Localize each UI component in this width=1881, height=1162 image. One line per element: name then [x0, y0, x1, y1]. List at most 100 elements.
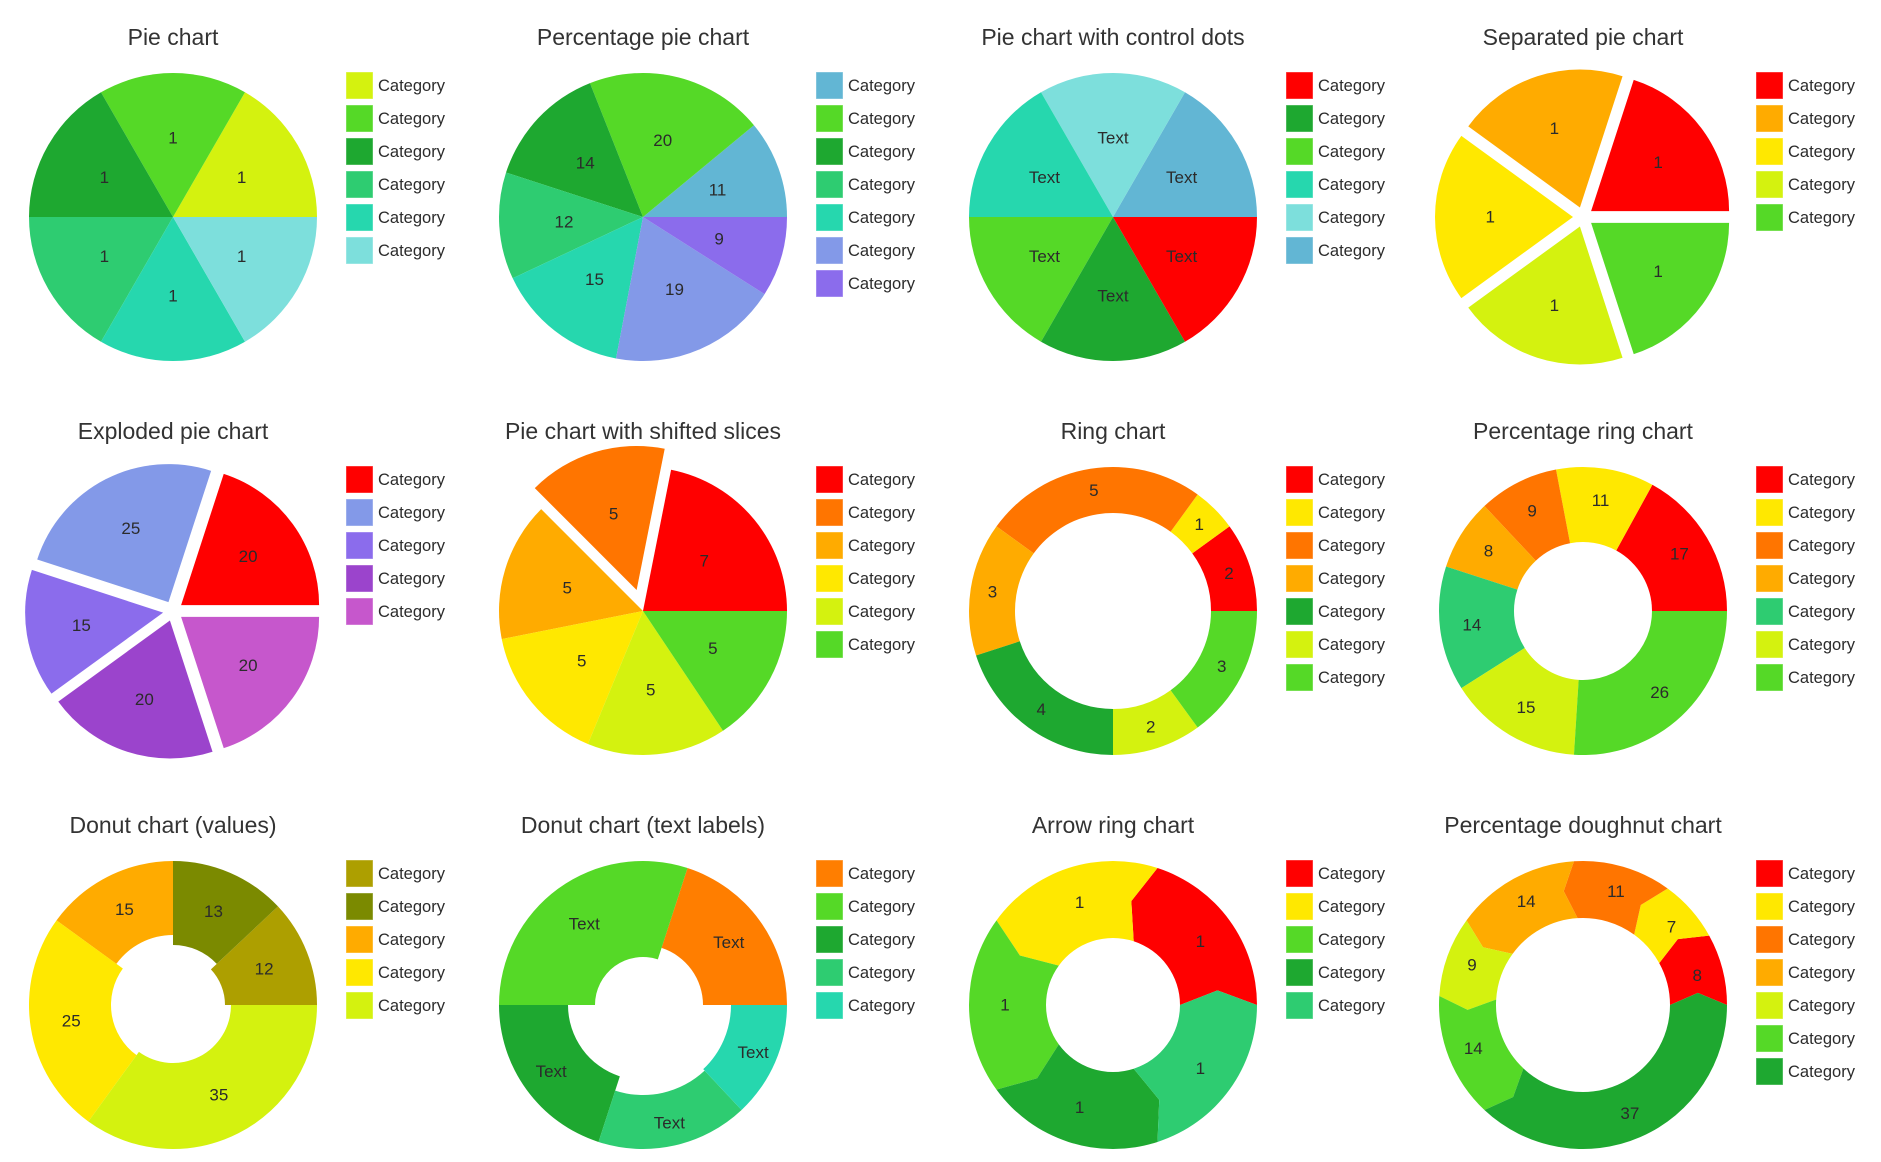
- slice[interactable]: [29, 920, 137, 1122]
- slice[interactable]: [173, 861, 278, 964]
- legend-label: Category: [848, 471, 916, 489]
- slice[interactable]: [498, 509, 643, 640]
- slice[interactable]: [1591, 222, 1730, 355]
- slice[interactable]: [1041, 217, 1185, 362]
- slice[interactable]: [1634, 888, 1710, 964]
- slice[interactable]: [56, 861, 173, 964]
- slice[interactable]: [969, 92, 1113, 217]
- slice-label: Text: [1097, 287, 1128, 306]
- slice[interactable]: [589, 72, 754, 217]
- slice[interactable]: [512, 217, 643, 359]
- slice[interactable]: [1446, 506, 1536, 590]
- legend-label: Category: [1788, 898, 1856, 916]
- legend-swatch: [345, 170, 374, 199]
- legend-label: Category: [1788, 931, 1856, 949]
- slice[interactable]: [1439, 995, 1524, 1110]
- slice[interactable]: [976, 641, 1113, 755]
- slice[interactable]: [181, 473, 320, 606]
- slice[interactable]: [969, 217, 1113, 342]
- slice[interactable]: [996, 861, 1158, 966]
- slice[interactable]: [703, 1005, 787, 1110]
- slice[interactable]: [643, 469, 787, 611]
- legend-swatch: [345, 597, 374, 626]
- legend-swatch: [1285, 104, 1314, 133]
- legend-label: Category: [848, 865, 916, 883]
- legend-swatch: [345, 203, 374, 232]
- slice[interactable]: [1468, 226, 1623, 365]
- slice[interactable]: [1113, 92, 1257, 217]
- slice[interactable]: [616, 217, 765, 361]
- slice[interactable]: [1466, 861, 1578, 954]
- slice[interactable]: [587, 611, 724, 756]
- slice[interactable]: [1439, 566, 1525, 689]
- slice[interactable]: [643, 611, 787, 731]
- slice[interactable]: [29, 92, 173, 217]
- slice[interactable]: [506, 83, 643, 217]
- legend-swatch: [815, 498, 844, 527]
- legend-label: Category: [1318, 537, 1386, 555]
- slice[interactable]: [996, 1044, 1160, 1149]
- slice[interactable]: [643, 217, 787, 295]
- legend-swatch: [345, 925, 374, 954]
- slice-label: 5: [562, 579, 571, 598]
- slice[interactable]: [534, 445, 665, 590]
- slice-label: 17: [1670, 544, 1689, 563]
- slice[interactable]: [499, 861, 688, 1005]
- slice[interactable]: [1484, 469, 1571, 561]
- slice-label: 15: [72, 616, 91, 635]
- slice[interactable]: [969, 920, 1059, 1090]
- chart-title: Separated pie chart: [1483, 24, 1684, 50]
- legend-swatch: [1755, 498, 1784, 527]
- legend-label: Category: [848, 275, 916, 293]
- slice[interactable]: [996, 466, 1198, 554]
- slice[interactable]: [1484, 992, 1727, 1150]
- legend-swatch: [815, 531, 844, 560]
- slice-label: 5: [646, 680, 655, 699]
- legend-label: Category: [848, 77, 916, 95]
- slice[interactable]: [101, 72, 245, 217]
- slice[interactable]: [499, 1005, 620, 1142]
- slice[interactable]: [501, 611, 643, 745]
- legend-swatch: [815, 892, 844, 921]
- slice[interactable]: [661, 868, 787, 1005]
- slice[interactable]: [173, 217, 317, 342]
- slice[interactable]: [1556, 467, 1653, 551]
- slice[interactable]: [88, 1005, 318, 1149]
- slice[interactable]: [1573, 611, 1727, 755]
- legend-label: Category: [1318, 471, 1386, 489]
- slice[interactable]: [1616, 484, 1727, 611]
- slice[interactable]: [969, 526, 1034, 656]
- slice[interactable]: [1131, 868, 1257, 1005]
- slice[interactable]: [1113, 690, 1198, 755]
- slice[interactable]: [1170, 611, 1257, 728]
- slice[interactable]: [643, 125, 787, 217]
- slice[interactable]: [29, 217, 173, 342]
- slice[interactable]: [1468, 69, 1623, 208]
- slice[interactable]: [181, 616, 320, 749]
- slice[interactable]: [1041, 72, 1185, 218]
- slice[interactable]: [210, 906, 317, 1005]
- legend-swatch: [815, 269, 844, 298]
- legend-label: Category: [378, 964, 446, 982]
- slice-label: 25: [62, 1012, 81, 1031]
- slice[interactable]: [37, 464, 212, 603]
- slice[interactable]: [1439, 920, 1513, 1010]
- legend-swatch: [345, 859, 374, 888]
- slice[interactable]: [25, 569, 164, 694]
- slice-label: 1: [1075, 1098, 1084, 1117]
- slice[interactable]: [1133, 990, 1257, 1142]
- slice[interactable]: [1659, 935, 1727, 1005]
- slice[interactable]: [598, 1070, 742, 1149]
- slice[interactable]: [1591, 79, 1730, 212]
- slice[interactable]: [1170, 494, 1230, 554]
- slice[interactable]: [1435, 135, 1573, 299]
- slice[interactable]: [1113, 217, 1257, 342]
- slice[interactable]: [58, 620, 213, 759]
- slice[interactable]: [173, 92, 317, 217]
- slice[interactable]: [498, 172, 643, 279]
- slice[interactable]: [1192, 526, 1257, 611]
- legend-swatch: [345, 531, 374, 560]
- slice[interactable]: [1461, 647, 1579, 755]
- slice[interactable]: [101, 217, 245, 361]
- slice[interactable]: [1563, 861, 1668, 935]
